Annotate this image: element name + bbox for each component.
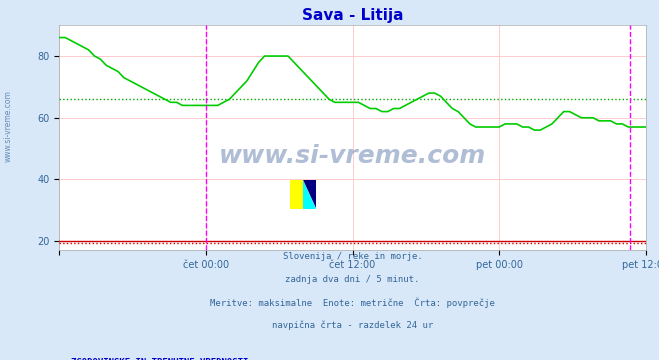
Polygon shape bbox=[303, 180, 316, 209]
Polygon shape bbox=[290, 180, 303, 209]
Text: ZGODOVINSKE IN TRENUTNE VREDNOSTI: ZGODOVINSKE IN TRENUTNE VREDNOSTI bbox=[71, 358, 248, 360]
Text: navpična črta - razdelek 24 ur: navpična črta - razdelek 24 ur bbox=[272, 320, 433, 329]
Text: Meritve: maksimalne  Enote: metrične  Črta: povprečje: Meritve: maksimalne Enote: metrične Črta… bbox=[210, 297, 495, 308]
Title: Sava - Litija: Sava - Litija bbox=[302, 8, 403, 23]
Text: www.si-vreme.com: www.si-vreme.com bbox=[3, 90, 13, 162]
Polygon shape bbox=[303, 180, 316, 209]
Text: zadnja dva dni / 5 minut.: zadnja dva dni / 5 minut. bbox=[285, 275, 420, 284]
Text: Slovenija / reke in morje.: Slovenija / reke in morje. bbox=[283, 252, 422, 261]
Text: www.si-vreme.com: www.si-vreme.com bbox=[219, 144, 486, 168]
